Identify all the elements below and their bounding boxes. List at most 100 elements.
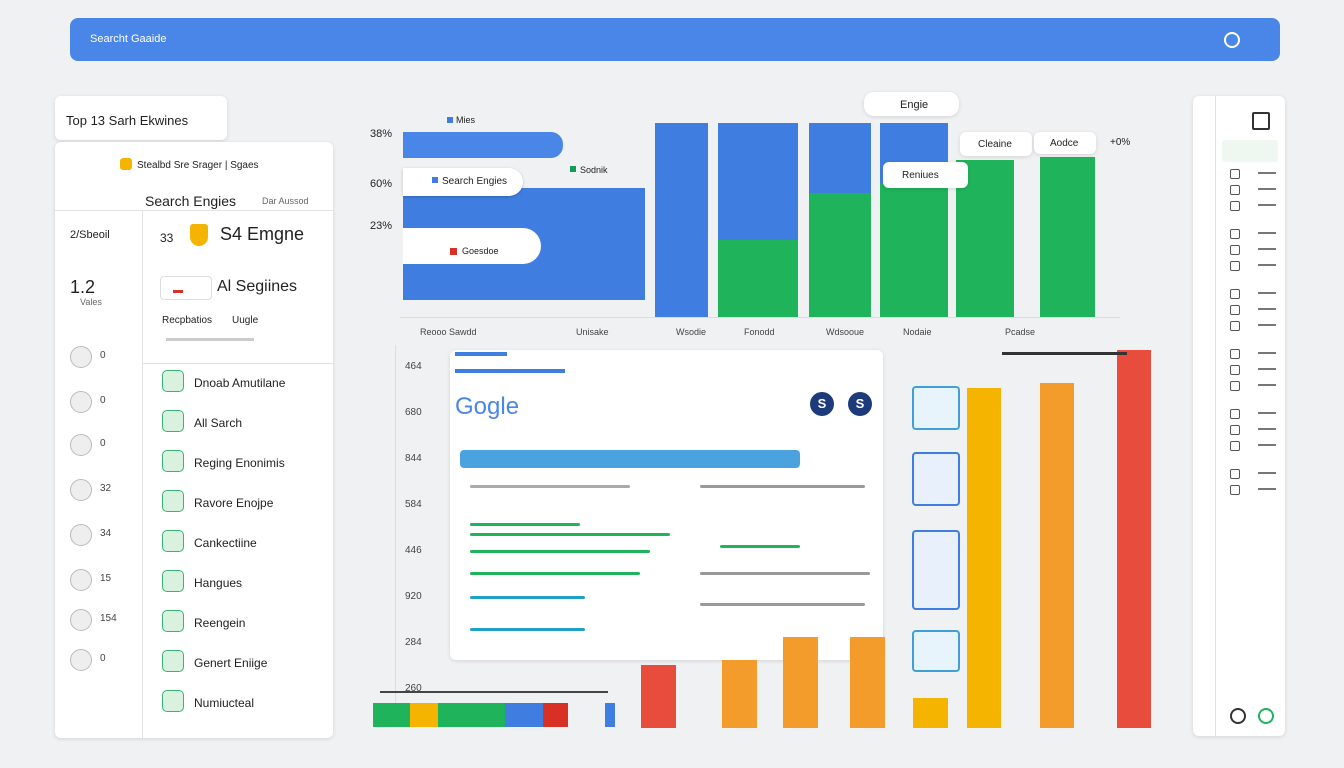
item-icon [162, 450, 184, 472]
side-value: 0 [100, 350, 106, 361]
sidebar-line [1258, 428, 1276, 430]
tag-label: Reniues [902, 170, 939, 181]
sidebar-line [1258, 172, 1276, 174]
bar [655, 123, 708, 317]
search-icon[interactable] [1224, 32, 1240, 48]
y-tick-label: 60% [370, 178, 393, 190]
result-bar [460, 450, 800, 468]
sidebar-icon [1230, 485, 1240, 495]
bar [880, 183, 948, 317]
result-line [720, 545, 800, 548]
sidebar-line [1258, 292, 1276, 294]
legend-label: Sodnik [580, 165, 608, 175]
item-icon [162, 570, 184, 592]
sidebar-line [1258, 264, 1276, 266]
result-line [470, 533, 670, 536]
search-bar[interactable] [70, 18, 1280, 61]
y-tick-label: 464 [405, 361, 422, 372]
icon [70, 569, 92, 591]
widget [912, 386, 960, 430]
sidebar-line [1258, 352, 1276, 354]
bar [718, 240, 798, 317]
y-tick-label: 584 [405, 499, 422, 510]
bar [809, 123, 871, 193]
result-line [470, 572, 640, 575]
icon[interactable] [1252, 112, 1270, 130]
chip-mark [173, 290, 183, 293]
sidebar-icon [1230, 305, 1240, 315]
item-icon [162, 610, 184, 632]
icon [70, 391, 92, 413]
chip [160, 276, 212, 300]
x-tick-label: Pcadse [1005, 327, 1036, 337]
sidebar-icon [1230, 425, 1240, 435]
bar [809, 193, 871, 317]
sidebar-line [1258, 324, 1276, 326]
legend-chip [403, 168, 523, 196]
icon [70, 346, 92, 368]
result-line [470, 596, 585, 599]
sidebar-line [1258, 368, 1276, 370]
legend-label: Goesdoe [462, 246, 499, 256]
tag-label: Aodce [1050, 138, 1079, 149]
divider [142, 363, 333, 364]
bar [605, 703, 615, 727]
tag [883, 162, 968, 188]
icon [70, 649, 92, 671]
bar [410, 703, 438, 727]
bar [913, 698, 948, 728]
sidebar-icon [1230, 365, 1240, 375]
left-title-tab [55, 96, 227, 140]
icon [120, 158, 132, 170]
sidebar-line [1258, 412, 1276, 414]
sidebar-line [1258, 308, 1276, 310]
bar [783, 637, 818, 728]
sidebar-item[interactable] [1222, 140, 1278, 162]
legend-swatch [570, 166, 576, 172]
icon [70, 479, 92, 501]
bar [1117, 350, 1151, 728]
divider [142, 210, 143, 738]
result-line [470, 485, 630, 488]
item-icon [162, 370, 184, 392]
stat-value: 1.2 [70, 277, 96, 297]
logo: Gogle [455, 393, 520, 420]
x-tick-label: Wdsooue [826, 327, 865, 337]
tag [960, 132, 1032, 156]
sidebar-icon [1230, 201, 1240, 211]
stat-label: 2/Sbeoil [70, 229, 110, 241]
sidebar-line [1258, 204, 1276, 206]
sidebar-line [1258, 232, 1276, 234]
row-note: Uugle [232, 315, 259, 326]
side-value: 0 [100, 395, 106, 406]
item-label: Reengein [194, 616, 246, 630]
sidebar-icon [1230, 185, 1240, 195]
sidebar-icon [1230, 289, 1240, 299]
icon[interactable] [1230, 708, 1246, 724]
sidebar-icon [1230, 261, 1240, 271]
icon[interactable] [1258, 708, 1274, 724]
bar [505, 703, 543, 727]
tag-label: Cleaine [978, 139, 1012, 150]
side-value: 34 [100, 528, 112, 539]
left-heading: Search Engies [145, 193, 237, 209]
sidebar-icon [1230, 381, 1240, 391]
result-line [470, 628, 585, 631]
badge: S [848, 392, 872, 416]
y-tick-label: 284 [405, 637, 422, 648]
icon [190, 224, 208, 246]
tag [1034, 132, 1096, 154]
x-tick-label: Reooo Sawdd [420, 327, 477, 337]
result-line [700, 572, 870, 575]
sidebar-icon [1230, 229, 1240, 239]
side-value: 154 [100, 613, 117, 624]
y-tick-label: 260 [405, 683, 422, 694]
sidebar-icon [1230, 169, 1240, 179]
legend-swatch [447, 117, 453, 123]
item-label: Ravore Enojpe [194, 496, 274, 510]
item-icon [162, 690, 184, 712]
item-icon [162, 410, 184, 432]
item-label: Dnoab Amutilane [194, 376, 286, 390]
bar [543, 703, 568, 727]
